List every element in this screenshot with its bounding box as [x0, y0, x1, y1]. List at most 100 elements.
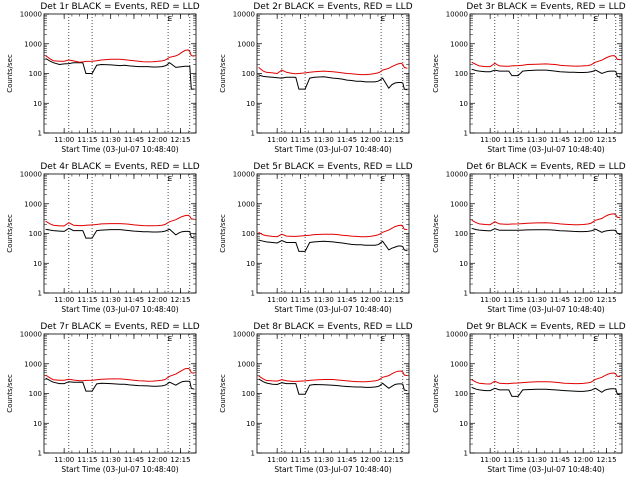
chart-title: Det 4r BLACK = Events, RED = LLD [40, 162, 199, 172]
x-tick-label: 11:15 [290, 136, 310, 144]
x-axis-label: Start Time (03-Jul-07 10:48:40) [61, 145, 178, 154]
chart-title: Det 9r BLACK = Events, RED = LLD [466, 322, 625, 332]
x-tick-label: 11:30 [527, 296, 547, 304]
y-tick-label: 10000 [233, 171, 255, 179]
x-tick-label: 11:15 [290, 296, 310, 304]
series-line-red [471, 55, 621, 68]
series-line-black [471, 386, 621, 397]
series-line-black [258, 378, 408, 395]
x-tick-label: 11:00 [480, 296, 500, 304]
plot-frame [469, 13, 623, 134]
y-tick-label: 1 [38, 130, 42, 138]
corner-label: E [381, 335, 385, 343]
x-tick-label: 12:00 [573, 456, 593, 464]
series-line-red [45, 214, 195, 227]
y-tick-label: 1 [38, 450, 42, 458]
x-tick-label: 11:15 [503, 136, 523, 144]
y-tick-label: 1 [464, 130, 468, 138]
y-axis-label: Counts/sec [6, 214, 14, 253]
y-tick-label: 1000 [24, 360, 42, 368]
x-tick-label: 11:45 [337, 296, 357, 304]
corner-label: E [168, 335, 172, 343]
x-tick-label: 12:00 [147, 136, 167, 144]
y-tick-label: 1000 [24, 200, 42, 208]
corner-label: E [168, 15, 172, 23]
chart-panel: Det 3r BLACK = Events, RED = LLD Counts/s… [432, 2, 626, 154]
x-axis-label: Start Time (03-Jul-07 10:48:40) [274, 465, 391, 474]
y-tick-label: 1 [251, 450, 255, 458]
x-tick-label: 12:00 [360, 456, 380, 464]
x-tick-label: 11:15 [77, 136, 97, 144]
y-axis-label: Counts/sec [6, 54, 14, 93]
x-tick-label: 11:00 [54, 136, 74, 144]
y-tick-label: 100 [455, 230, 468, 238]
y-tick-label: 10 [246, 420, 255, 428]
x-tick-label: 11:15 [77, 296, 97, 304]
series-line-red [471, 372, 621, 385]
plot-frame [256, 13, 410, 134]
x-tick-label: 12:15 [383, 136, 403, 144]
y-axis-label: Counts/sec [432, 54, 440, 93]
x-tick-label: 12:15 [383, 296, 403, 304]
corner-label: E [168, 175, 172, 183]
y-axis-label: Counts/sec [6, 374, 14, 413]
y-tick-label: 10000 [446, 171, 468, 179]
x-tick-label: 11:30 [314, 456, 334, 464]
x-tick-label: 12:15 [170, 296, 190, 304]
y-tick-label: 1 [464, 290, 468, 298]
chart-title: Det 6r BLACK = Events, RED = LLD [466, 162, 625, 172]
y-tick-label: 10 [459, 260, 468, 268]
x-tick-label: 12:15 [596, 136, 616, 144]
chart-title: Det 2r BLACK = Events, RED = LLD [253, 2, 412, 12]
y-tick-label: 1 [38, 290, 42, 298]
x-axis-label: Start Time (03-Jul-07 10:48:40) [487, 305, 604, 314]
y-tick-label: 100 [29, 70, 42, 78]
x-tick-label: 11:30 [101, 296, 121, 304]
y-tick-label: 1000 [237, 40, 255, 48]
chart-title: Det 5r BLACK = Events, RED = LLD [253, 162, 412, 172]
y-tick-label: 1000 [237, 360, 255, 368]
x-tick-label: 11:00 [480, 456, 500, 464]
chart-title: Det 3r BLACK = Events, RED = LLD [466, 2, 625, 12]
x-tick-label: 11:15 [503, 296, 523, 304]
y-tick-label: 1000 [24, 40, 42, 48]
x-axis-label: Start Time (03-Jul-07 10:48:40) [487, 465, 604, 474]
series-line-red [258, 224, 408, 238]
x-tick-label: 11:45 [337, 136, 357, 144]
corner-label: E [594, 175, 598, 183]
corner-label: E [381, 15, 385, 23]
y-tick-label: 100 [455, 70, 468, 78]
x-tick-label: 11:45 [550, 456, 570, 464]
series-line-red [45, 367, 195, 382]
y-axis-label: Counts/sec [432, 374, 440, 413]
y-tick-label: 1000 [450, 40, 468, 48]
x-tick-label: 12:00 [573, 136, 593, 144]
x-tick-label: 12:15 [170, 456, 190, 464]
plot-frame [43, 333, 197, 454]
y-tick-label: 10 [246, 260, 255, 268]
y-tick-label: 100 [455, 390, 468, 398]
plot-frame [43, 13, 197, 134]
series-line-black [258, 74, 408, 91]
x-tick-label: 12:00 [147, 296, 167, 304]
y-tick-label: 100 [29, 390, 42, 398]
x-tick-label: 12:00 [360, 136, 380, 144]
series-line-red [45, 49, 195, 63]
y-tick-label: 10 [459, 100, 468, 108]
y-tick-label: 100 [242, 70, 255, 78]
y-tick-label: 10 [459, 420, 468, 428]
series-line-black [471, 68, 621, 78]
y-tick-label: 10 [33, 100, 42, 108]
plot-frame [256, 333, 410, 454]
x-axis-label: Start Time (03-Jul-07 10:48:40) [274, 305, 391, 314]
x-tick-label: 11:45 [124, 136, 144, 144]
x-tick-label: 11:30 [314, 296, 334, 304]
x-tick-label: 11:30 [101, 136, 121, 144]
y-tick-label: 100 [29, 230, 42, 238]
x-tick-label: 11:45 [550, 296, 570, 304]
y-tick-label: 1000 [237, 200, 255, 208]
corner-label: E [594, 15, 598, 23]
y-tick-label: 1 [251, 290, 255, 298]
x-tick-label: 12:00 [147, 456, 167, 464]
x-tick-label: 11:45 [124, 296, 144, 304]
